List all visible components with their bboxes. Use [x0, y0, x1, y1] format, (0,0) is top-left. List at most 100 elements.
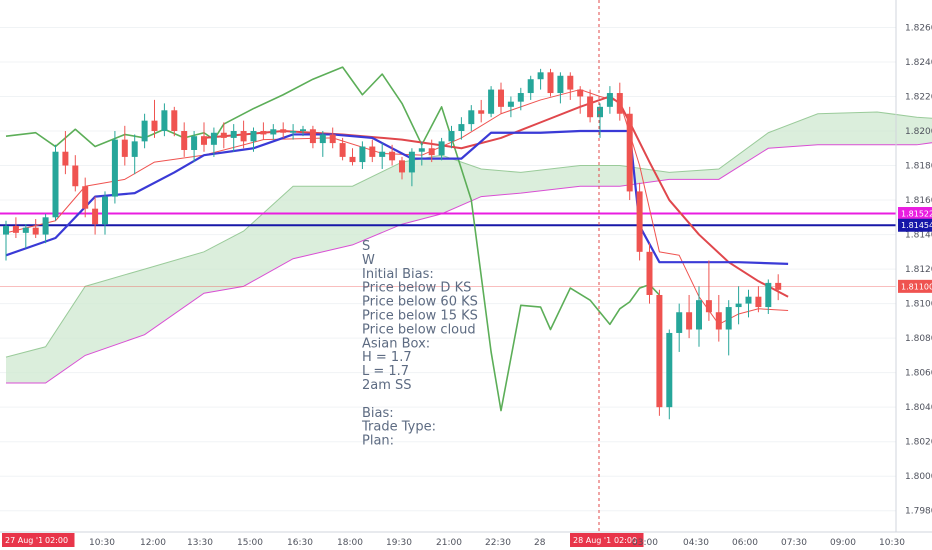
candle-up[interactable] — [191, 131, 198, 163]
candle-down[interactable] — [121, 125, 128, 166]
candle-down[interactable] — [92, 196, 99, 235]
candle-up[interactable] — [300, 125, 306, 137]
candle-up[interactable] — [735, 286, 742, 325]
candle-up[interactable] — [557, 72, 564, 104]
candle-up[interactable] — [507, 96, 514, 118]
price-tag[interactable]: 1.81100 — [898, 279, 932, 293]
candle-down[interactable] — [309, 125, 316, 149]
annotation-line: Trade Type: — [361, 420, 436, 435]
candle-down[interactable] — [636, 182, 643, 261]
candle-up[interactable] — [517, 87, 524, 111]
candle-down[interactable] — [220, 122, 227, 149]
candle-down[interactable] — [498, 82, 504, 114]
candle-down[interactable] — [240, 120, 247, 149]
candle-down[interactable] — [171, 106, 178, 137]
y-tick-label: 1.81400 — [905, 231, 932, 241]
price-tag[interactable]: 1.81454 — [898, 218, 932, 232]
time-tick-label: 16:30 — [287, 538, 313, 548]
candle-up[interactable] — [102, 191, 108, 235]
candle-down[interactable] — [82, 177, 89, 218]
candle-up[interactable] — [408, 148, 415, 187]
candle-up[interactable] — [438, 137, 445, 161]
candle-up[interactable] — [3, 220, 9, 261]
candle-up[interactable] — [42, 213, 49, 244]
candle-up[interactable] — [250, 127, 257, 152]
candle-down[interactable] — [151, 99, 158, 138]
candle-up[interactable] — [725, 300, 732, 356]
candle-up[interactable] — [379, 143, 386, 169]
time-flag[interactable]: 02:00 — [611, 533, 644, 547]
candle-up[interactable] — [448, 125, 455, 149]
candle-body — [507, 101, 514, 107]
candle-up[interactable] — [458, 117, 465, 140]
candle-down[interactable] — [389, 144, 396, 166]
candle-up[interactable] — [22, 224, 29, 249]
candle-up[interactable] — [745, 289, 752, 318]
candle-up[interactable] — [319, 131, 326, 157]
candle-down[interactable] — [715, 294, 722, 342]
candle-down[interactable] — [201, 122, 207, 152]
time-flag[interactable]: 02:00 — [42, 533, 75, 547]
candle-down[interactable] — [577, 86, 584, 114]
candle-down[interactable] — [280, 122, 287, 138]
candle-down[interactable] — [181, 122, 188, 157]
candle-up[interactable] — [230, 124, 237, 152]
candle-down[interactable] — [339, 137, 346, 161]
candle-down[interactable] — [428, 139, 435, 163]
candle-down[interactable] — [12, 217, 19, 239]
candle-body — [705, 300, 712, 313]
candle-down[interactable] — [755, 286, 762, 313]
candle-up[interactable] — [141, 113, 148, 149]
candle-up[interactable] — [270, 124, 277, 140]
candle-down[interactable] — [587, 89, 594, 123]
candle-down[interactable] — [616, 82, 623, 121]
candle-up[interactable] — [537, 68, 544, 90]
candle-down[interactable] — [349, 148, 356, 166]
candle-body — [201, 136, 207, 145]
candle-up[interactable] — [111, 131, 118, 204]
candle-down[interactable] — [72, 155, 79, 192]
candle-down[interactable] — [567, 72, 574, 100]
y-tick-label: 1.80600 — [905, 369, 932, 379]
candle-down[interactable] — [260, 122, 267, 140]
candle-up[interactable] — [488, 86, 495, 118]
candle-down[interactable] — [369, 139, 376, 163]
candle-down[interactable] — [32, 219, 39, 239]
candle-up[interactable] — [359, 141, 366, 169]
candle-up[interactable] — [696, 286, 702, 347]
candle-up[interactable] — [161, 103, 168, 137]
candle-down[interactable] — [62, 131, 69, 175]
y-tick-label: 1.81800 — [905, 162, 932, 172]
candle-up[interactable] — [418, 141, 425, 166]
candle-down[interactable] — [646, 243, 653, 304]
candle-up[interactable] — [676, 303, 683, 352]
price-tag[interactable]: 1.81522 — [898, 207, 932, 221]
candle-up[interactable] — [52, 144, 59, 221]
candle-down[interactable] — [705, 260, 712, 321]
candle-up[interactable] — [131, 134, 138, 175]
candle-up[interactable] — [606, 86, 613, 114]
price-axis[interactable]: 1.82600 1.82400 1.82200 1.82000 1.81800 1.816… — [895, 0, 932, 532]
candles[interactable] — [3, 68, 782, 420]
candle-up[interactable] — [468, 105, 475, 132]
candle-down[interactable] — [399, 156, 405, 180]
candle-down[interactable] — [775, 274, 782, 301]
candle-up[interactable] — [765, 279, 772, 314]
annotation-line: L = 1.7 — [362, 364, 409, 379]
candle-up[interactable] — [597, 103, 603, 138]
candle-up[interactable] — [290, 124, 297, 140]
candle-up[interactable] — [666, 329, 673, 420]
candle-down[interactable] — [626, 106, 633, 201]
candle-up[interactable] — [527, 75, 534, 100]
candle-up[interactable] — [210, 127, 217, 157]
candle-down[interactable] — [478, 99, 485, 123]
time-tick-label: 28 — [534, 538, 546, 548]
candle-down[interactable] — [329, 127, 336, 149]
candle-down[interactable] — [686, 294, 693, 339]
y-tick-label: 1.81000 — [905, 300, 932, 310]
candle-down[interactable] — [656, 289, 663, 416]
candle-down[interactable] — [547, 68, 554, 97]
